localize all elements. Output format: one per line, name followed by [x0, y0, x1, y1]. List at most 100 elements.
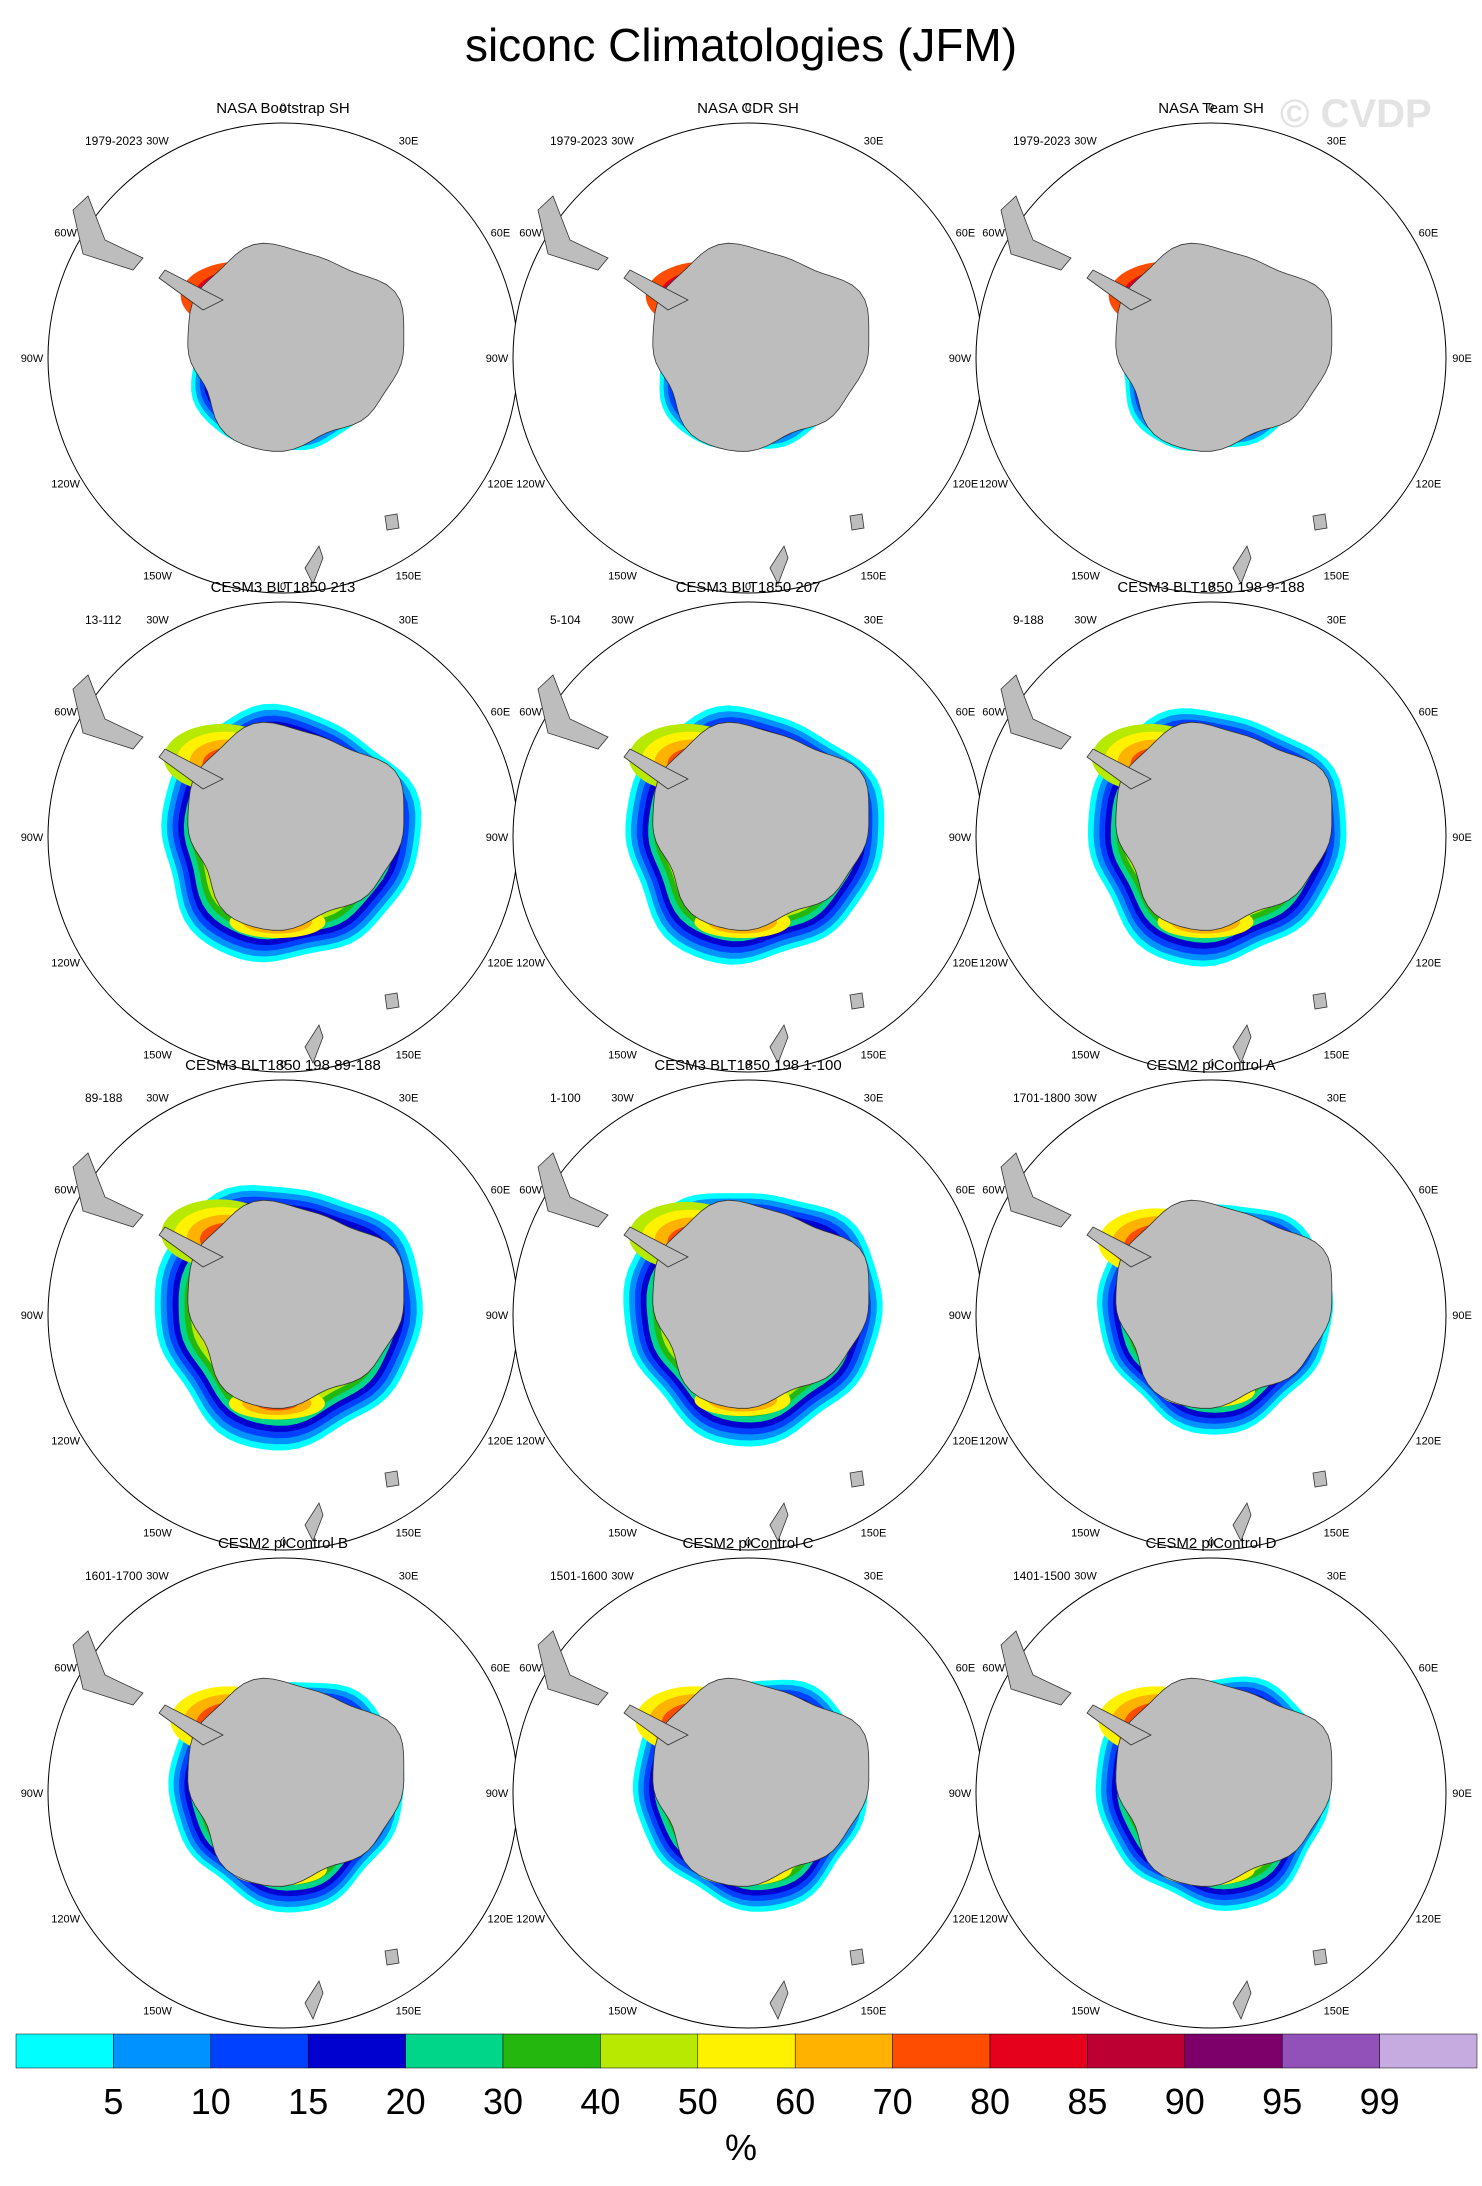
longitude-label: 60E [491, 1185, 511, 1197]
colorbar-box [210, 2033, 309, 2069]
colorbar-label: 70 [873, 2081, 913, 2122]
longitude-label: 30E [864, 1571, 884, 1583]
longitude-label: 60W [982, 1663, 1005, 1675]
new-zealand-land [304, 1024, 324, 1064]
tasmania-land [384, 1470, 400, 1488]
longitude-label: 120E [953, 1914, 979, 1926]
colorbar-label: 60 [775, 2081, 815, 2122]
longitude-label: 60E [956, 1185, 976, 1197]
south-america-land [537, 195, 609, 271]
longitude-label: 60W [982, 707, 1005, 719]
colorbar-label: 40 [580, 2081, 620, 2122]
panel-period: 89-188 [85, 1091, 123, 1105]
longitude-label: 30E [1327, 1093, 1347, 1105]
colorbar-box [892, 2033, 991, 2069]
longitude-label: 150E [861, 2005, 887, 2017]
longitude-label: 60E [491, 1663, 511, 1675]
longitude-label: 60E [1419, 707, 1439, 719]
longitude-label: 60W [54, 1663, 77, 1675]
antarctic-peninsula [158, 1226, 224, 1268]
longitude-label: 30W [1074, 136, 1097, 148]
colorbar-label: 90 [1165, 2081, 1205, 2122]
longitude-label: 60W [54, 707, 77, 719]
longitude-label: 150E [1324, 570, 1350, 582]
colorbar-box [307, 2033, 406, 2069]
panel-period: 1501-1600 [550, 1569, 608, 1583]
panel-title: CESM3 BLT1850 207 [676, 579, 821, 596]
longitude-label: 150W [143, 2005, 172, 2017]
tasmania-land [849, 1948, 865, 1966]
longitude-label: 120E [488, 958, 514, 970]
longitude-label: 150W [143, 1527, 172, 1539]
colorbar-label: 95 [1262, 2081, 1302, 2122]
longitude-label: 30W [611, 1571, 634, 1583]
longitude-label: 60W [519, 707, 542, 719]
south-america-land [1000, 674, 1072, 750]
colorbar-box [794, 2033, 893, 2069]
colorbar-label: 30 [483, 2081, 523, 2122]
longitude-label: 150W [1071, 1049, 1100, 1061]
longitude-label: 150W [143, 570, 172, 582]
longitude-label: 60W [519, 228, 542, 240]
south-america-land [72, 195, 144, 271]
longitude-label: 30E [864, 136, 884, 148]
longitude-label: 0 [280, 1059, 286, 1071]
longitude-label: 90W [21, 832, 44, 844]
longitude-label: 150E [861, 570, 887, 582]
antarctic-peninsula [1086, 269, 1152, 311]
longitude-label: 90E [1452, 1788, 1472, 1800]
antarctic-peninsula [623, 1226, 689, 1268]
longitude-label: 150E [396, 2005, 422, 2017]
longitude-label: 120W [516, 479, 545, 491]
south-america-land [537, 1152, 609, 1228]
antarctica-land [187, 1677, 405, 1887]
south-america-land [1000, 1630, 1072, 1706]
longitude-label: 30W [611, 136, 634, 148]
antarctic-peninsula [623, 748, 689, 790]
antarctic-peninsula [1086, 1226, 1152, 1268]
colorbar-box [1184, 2033, 1283, 2069]
new-zealand-land [769, 545, 789, 585]
colorbar-label: 5 [103, 2081, 123, 2122]
longitude-label: 0 [280, 581, 286, 593]
longitude-label: 30W [146, 1571, 169, 1583]
colorbar-box [1281, 2033, 1380, 2069]
longitude-label: 150E [396, 1527, 422, 1539]
colorbar-label: 99 [1360, 2081, 1400, 2122]
new-zealand-land [1232, 545, 1252, 585]
longitude-label: 120W [516, 958, 545, 970]
south-america-land [1000, 1152, 1072, 1228]
antarctica-land [187, 242, 405, 452]
panel-title: CESM3 BLT1850 198 1-100 [654, 1057, 841, 1074]
new-zealand-land [304, 1502, 324, 1542]
longitude-label: 30E [864, 1093, 884, 1105]
longitude-label: 60E [1419, 1185, 1439, 1197]
colorbar-label: 50 [678, 2081, 718, 2122]
longitude-label: 120W [516, 1436, 545, 1448]
longitude-label: 30E [399, 1571, 419, 1583]
longitude-label: 90W [949, 1310, 972, 1322]
longitude-label: 120E [488, 1436, 514, 1448]
colorbar-label: 10 [191, 2081, 231, 2122]
tasmania-land [1312, 513, 1328, 531]
longitude-label: 60E [1419, 228, 1439, 240]
longitude-label: 90W [486, 1788, 509, 1800]
longitude-label: 60E [956, 228, 976, 240]
longitude-label: 120E [953, 1436, 979, 1448]
longitude-label: 30W [1074, 1093, 1097, 1105]
longitude-label: 30E [399, 1093, 419, 1105]
tasmania-land [849, 513, 865, 531]
colorbar-box [1379, 2033, 1478, 2069]
colorbar-label: 85 [1067, 2081, 1107, 2122]
longitude-label: 150W [1071, 1527, 1100, 1539]
south-america-land [72, 674, 144, 750]
longitude-label: 30E [1327, 136, 1347, 148]
longitude-label: 120W [51, 958, 80, 970]
new-zealand-land [304, 1980, 324, 2020]
longitude-label: 90E [1452, 832, 1472, 844]
longitude-label: 30E [399, 136, 419, 148]
antarctica-land [652, 721, 870, 931]
longitude-label: 60E [491, 707, 511, 719]
longitude-label: 120W [979, 958, 1008, 970]
